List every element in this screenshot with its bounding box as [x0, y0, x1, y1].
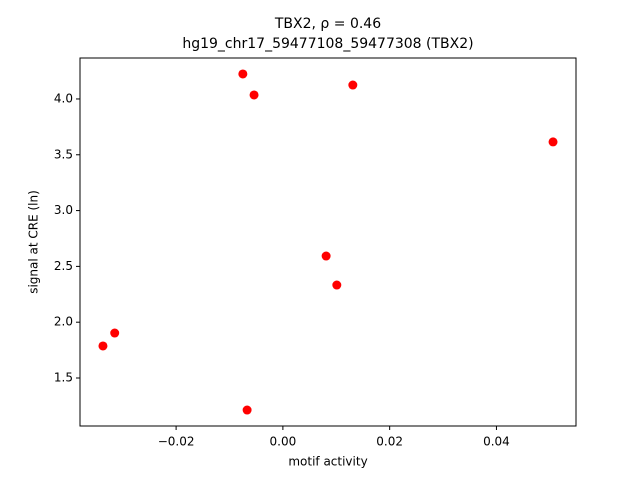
y-tick-label: 3.0 — [54, 203, 73, 217]
chart-title: TBX2, ρ = 0.46 — [274, 16, 381, 32]
y-tick-label: 2.5 — [54, 259, 73, 273]
scatter-point — [110, 328, 120, 338]
x-tick-label: −0.02 — [158, 435, 195, 449]
y-axis-label: signal at CRE (ln) — [27, 190, 41, 294]
x-tick-label: 0.02 — [376, 435, 403, 449]
scatter-point — [249, 90, 259, 100]
scatter-point — [98, 341, 108, 351]
x-axis-label: motif activity — [288, 455, 367, 469]
y-tick-label: 4.0 — [54, 91, 73, 105]
scatter-point — [238, 69, 248, 79]
scatter-point — [242, 405, 252, 415]
x-tick-label: 0.00 — [270, 435, 297, 449]
y-tick-label: 1.5 — [54, 371, 73, 385]
chart-subtitle: hg19_chr17_59477108_59477308 (TBX2) — [182, 36, 473, 52]
y-tick-label: 3.5 — [54, 147, 73, 161]
scatter-point — [332, 280, 342, 290]
scatter-point — [321, 251, 331, 261]
scatter-point — [548, 137, 558, 147]
y-tick-label: 2.0 — [54, 315, 73, 329]
scatter-point — [348, 80, 358, 90]
x-tick-label: 0.04 — [483, 435, 510, 449]
plot-frame — [79, 57, 577, 427]
